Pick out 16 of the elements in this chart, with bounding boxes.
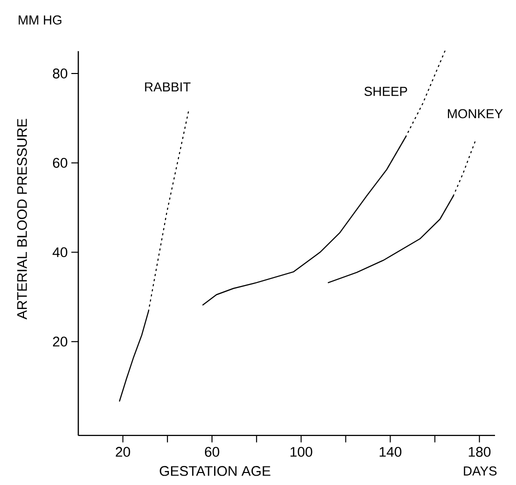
- x-tick-label: 60: [204, 446, 220, 457]
- y-tick-label: 60: [53, 158, 68, 168]
- x-axis-title: GESTATION AGE: [160, 466, 270, 476]
- text: MM HG: [18, 15, 62, 25]
- y-tick-label: 40: [52, 247, 68, 258]
- x-tick-label: 20: [116, 446, 130, 457]
- x-tick-label: 180: [468, 446, 490, 457]
- y-tick-label: 80: [52, 68, 68, 78]
- series-label: SHEEP: [364, 86, 408, 96]
- text: DAYS: [464, 466, 497, 476]
- x-tick-label: 140: [380, 446, 402, 457]
- text: MONKEY: [448, 109, 503, 118]
- x-tick-label: 100: [290, 446, 312, 457]
- y-tick-label: 20: [53, 336, 68, 347]
- y-axis-title: ARTERIAL BLOOD PRESSURE: [17, 118, 27, 320]
- series-label: RABBIT: [145, 82, 191, 92]
